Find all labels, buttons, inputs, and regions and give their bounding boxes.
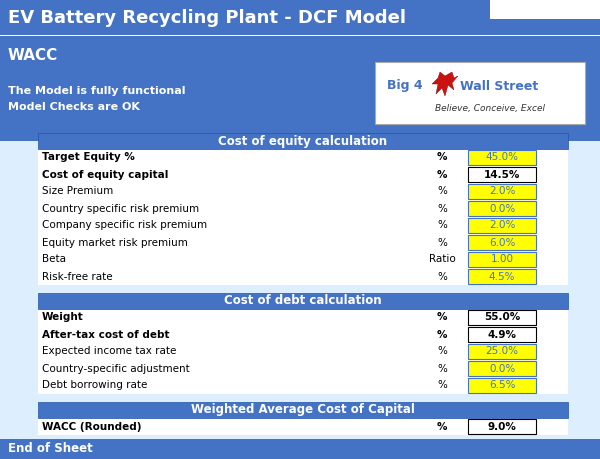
Text: %: % — [437, 330, 447, 340]
Text: Believe, Conceive, Excel: Believe, Conceive, Excel — [435, 103, 545, 112]
Bar — [468, 378, 536, 393]
Text: Big 4: Big 4 — [387, 79, 422, 93]
Text: WACC: WACC — [8, 49, 58, 63]
Bar — [38, 402, 568, 418]
Bar — [468, 269, 536, 284]
Bar — [38, 217, 568, 234]
Text: 4.9%: 4.9% — [487, 330, 517, 340]
Bar — [468, 167, 536, 182]
Text: Company specific risk premium: Company specific risk premium — [42, 220, 207, 230]
Bar — [0, 141, 600, 142]
Bar — [38, 251, 568, 268]
Bar — [468, 218, 536, 233]
Text: %: % — [437, 186, 447, 196]
Text: Cost of equity capital: Cost of equity capital — [42, 169, 169, 179]
Bar — [38, 360, 568, 377]
Bar — [468, 327, 536, 342]
Bar — [38, 234, 568, 251]
Bar — [468, 150, 536, 165]
Text: Ratio: Ratio — [428, 254, 455, 264]
Text: 2.0%: 2.0% — [489, 220, 515, 230]
Bar — [468, 419, 536, 434]
Text: 6.5%: 6.5% — [489, 381, 515, 391]
Bar — [468, 184, 536, 199]
Text: %: % — [437, 203, 447, 213]
Text: Risk-free rate: Risk-free rate — [42, 272, 113, 281]
Text: Size Premium: Size Premium — [42, 186, 113, 196]
Bar — [38, 200, 568, 217]
Text: %: % — [437, 220, 447, 230]
Bar — [38, 309, 568, 326]
Text: After-tax cost of debt: After-tax cost of debt — [42, 330, 170, 340]
Bar — [468, 201, 536, 216]
Text: Country specific risk premium: Country specific risk premium — [42, 203, 199, 213]
Bar — [38, 183, 568, 200]
Text: Wall Street: Wall Street — [460, 79, 538, 93]
Bar — [0, 439, 600, 459]
Text: WACC (Rounded): WACC (Rounded) — [42, 421, 142, 431]
Text: Country-specific adjustment: Country-specific adjustment — [42, 364, 190, 374]
Text: EV Battery Recycling Plant - DCF Model: EV Battery Recycling Plant - DCF Model — [8, 9, 406, 27]
Text: 55.0%: 55.0% — [484, 313, 520, 323]
Text: %: % — [437, 421, 447, 431]
Text: Debt borrowing rate: Debt borrowing rate — [42, 381, 148, 391]
Text: 45.0%: 45.0% — [485, 152, 518, 162]
Bar — [468, 361, 536, 376]
Text: 2.0%: 2.0% — [489, 186, 515, 196]
Bar — [38, 326, 568, 343]
Text: Weight: Weight — [42, 313, 84, 323]
Bar — [468, 344, 536, 359]
Bar — [38, 293, 568, 309]
Text: 6.0%: 6.0% — [489, 237, 515, 247]
Text: %: % — [437, 152, 447, 162]
Bar — [468, 310, 536, 325]
Bar — [38, 377, 568, 394]
Text: Model Checks are OK: Model Checks are OK — [8, 102, 140, 112]
Text: Cost of equity calculation: Cost of equity calculation — [218, 134, 388, 147]
Text: %: % — [437, 347, 447, 357]
Bar — [38, 268, 568, 285]
Bar — [468, 252, 536, 267]
Bar — [490, 0, 600, 19]
Text: 1.00: 1.00 — [491, 254, 514, 264]
Bar — [38, 133, 568, 149]
Bar — [38, 343, 568, 360]
Text: Target Equity %: Target Equity % — [42, 152, 135, 162]
Text: 4.5%: 4.5% — [489, 272, 515, 281]
Text: Cost of debt calculation: Cost of debt calculation — [224, 295, 382, 308]
Text: Beta: Beta — [42, 254, 66, 264]
Text: End of Sheet: End of Sheet — [8, 442, 93, 455]
Text: %: % — [437, 169, 447, 179]
Text: 9.0%: 9.0% — [488, 421, 517, 431]
Bar — [468, 235, 536, 250]
Bar — [0, 0, 600, 35]
Bar — [0, 141, 600, 439]
Bar — [0, 36, 600, 141]
Text: %: % — [437, 237, 447, 247]
Text: %: % — [437, 313, 447, 323]
Bar — [38, 418, 568, 435]
Text: 0.0%: 0.0% — [489, 203, 515, 213]
Bar — [375, 62, 585, 124]
Text: Expected income tax rate: Expected income tax rate — [42, 347, 176, 357]
Text: %: % — [437, 381, 447, 391]
Text: Weighted Average Cost of Capital: Weighted Average Cost of Capital — [191, 403, 415, 416]
Polygon shape — [432, 72, 458, 96]
Text: Equity market risk premium: Equity market risk premium — [42, 237, 188, 247]
Bar — [38, 149, 568, 166]
Text: %: % — [437, 272, 447, 281]
Text: %: % — [437, 364, 447, 374]
Text: 14.5%: 14.5% — [484, 169, 520, 179]
Text: 25.0%: 25.0% — [485, 347, 518, 357]
Text: 0.0%: 0.0% — [489, 364, 515, 374]
Bar — [38, 166, 568, 183]
Text: The Model is fully functional: The Model is fully functional — [8, 86, 185, 96]
